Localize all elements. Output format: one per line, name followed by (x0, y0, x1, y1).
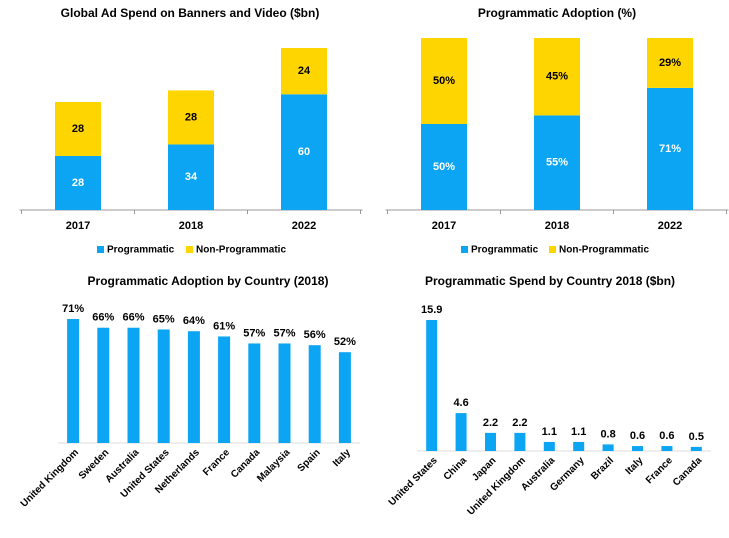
bar (573, 441, 585, 451)
value-label: 55% (546, 157, 568, 169)
value-label: 2.2 (483, 417, 498, 429)
x-tick-label: 2017 (432, 220, 456, 232)
bar (690, 446, 702, 451)
bar (187, 331, 200, 443)
chart-title: Programmatic Spend by Country 2018 ($bn) (425, 274, 675, 288)
value-label: 50% (433, 161, 455, 173)
bar (248, 343, 261, 443)
value-label: 57% (243, 327, 265, 339)
x-tick-label: Spain (296, 447, 323, 474)
bar (455, 413, 467, 451)
bar-segment (534, 115, 580, 210)
value-label: 64% (183, 315, 205, 327)
x-tick-label: Japan (470, 455, 498, 483)
bar-segment (168, 90, 214, 145)
legend-label: Programmatic (471, 245, 539, 256)
value-label: 28 (185, 111, 197, 123)
value-label: 0.8 (600, 428, 615, 440)
bar-segment (647, 38, 693, 88)
value-label: 60 (298, 146, 310, 158)
bar (308, 345, 321, 443)
x-tick-label: France (201, 447, 232, 478)
chart-title: Programmatic Adoption (%) (478, 6, 636, 20)
legend-label: Programmatic (107, 245, 175, 256)
legend-swatch (549, 246, 556, 253)
value-label: 71% (62, 303, 84, 315)
x-tick-label: 2022 (658, 220, 682, 232)
x-tick-label: China (442, 455, 470, 483)
value-label: 66% (92, 312, 114, 324)
legend-label: Non-Programmatic (196, 245, 286, 256)
x-tick-label: Italy (331, 447, 353, 469)
bar-segment (421, 124, 467, 210)
value-label: 1.1 (542, 426, 557, 438)
value-label: 4.6 (453, 397, 468, 409)
x-tick-label: United States (387, 455, 440, 508)
value-label: 0.5 (689, 431, 704, 443)
x-tick-label: 2022 (292, 220, 316, 232)
value-label: 28 (72, 123, 84, 135)
bar (127, 327, 140, 443)
value-label: 29% (659, 57, 681, 69)
x-tick-label: 2018 (179, 220, 203, 232)
value-label: 2.2 (512, 417, 527, 429)
bar (278, 343, 291, 443)
legend-swatch (186, 246, 193, 253)
bar (543, 441, 555, 451)
bar (514, 432, 526, 451)
bar-segment (55, 156, 101, 210)
bar (602, 444, 614, 451)
legend-label: Non-Programmatic (559, 245, 649, 256)
bar-segment (534, 38, 580, 116)
bar (338, 352, 351, 443)
bar (632, 446, 643, 451)
value-label: 66% (122, 312, 144, 324)
x-tick-label: 2017 (66, 220, 90, 232)
x-tick-label: Italy (624, 455, 646, 477)
x-tick-label: United Kingdom (19, 447, 81, 509)
bar (67, 319, 80, 443)
bar-segment (55, 102, 101, 156)
bar-segment (281, 94, 327, 210)
x-tick-label: Brazil (589, 455, 616, 482)
x-tick-label: Malaysia (255, 447, 293, 485)
legend-swatch (97, 246, 104, 253)
bar (661, 446, 673, 451)
bar-segment (647, 87, 693, 210)
legend-swatch (461, 246, 468, 253)
value-label: 61% (213, 320, 235, 332)
value-label: 1.1 (571, 426, 586, 438)
value-label: 65% (153, 313, 175, 325)
value-label: 50% (433, 75, 455, 87)
value-label: 0.6 (630, 430, 645, 442)
value-label: 45% (546, 71, 568, 83)
x-tick-label: Canada (671, 455, 705, 489)
bar (157, 329, 170, 443)
bar (485, 432, 496, 451)
value-label: 71% (659, 143, 681, 155)
value-label: 52% (334, 336, 356, 348)
bar-segment (281, 48, 327, 95)
bar-segment (421, 38, 467, 124)
value-label: 0.6 (659, 430, 674, 442)
bar (426, 320, 438, 451)
chart-title: Programmatic Adoption by Country (2018) (88, 274, 329, 288)
value-label: 24 (298, 65, 311, 77)
chart-title: Global Ad Spend on Banners and Video ($b… (61, 6, 320, 20)
x-tick-label: 2018 (545, 220, 569, 232)
value-label: 56% (304, 329, 326, 341)
bar (97, 327, 110, 443)
bar (218, 336, 231, 443)
bar-segment (168, 144, 214, 210)
value-label: 57% (273, 327, 295, 339)
value-label: 34 (185, 171, 198, 183)
value-label: 28 (72, 177, 84, 189)
value-label: 15.9 (421, 304, 442, 316)
